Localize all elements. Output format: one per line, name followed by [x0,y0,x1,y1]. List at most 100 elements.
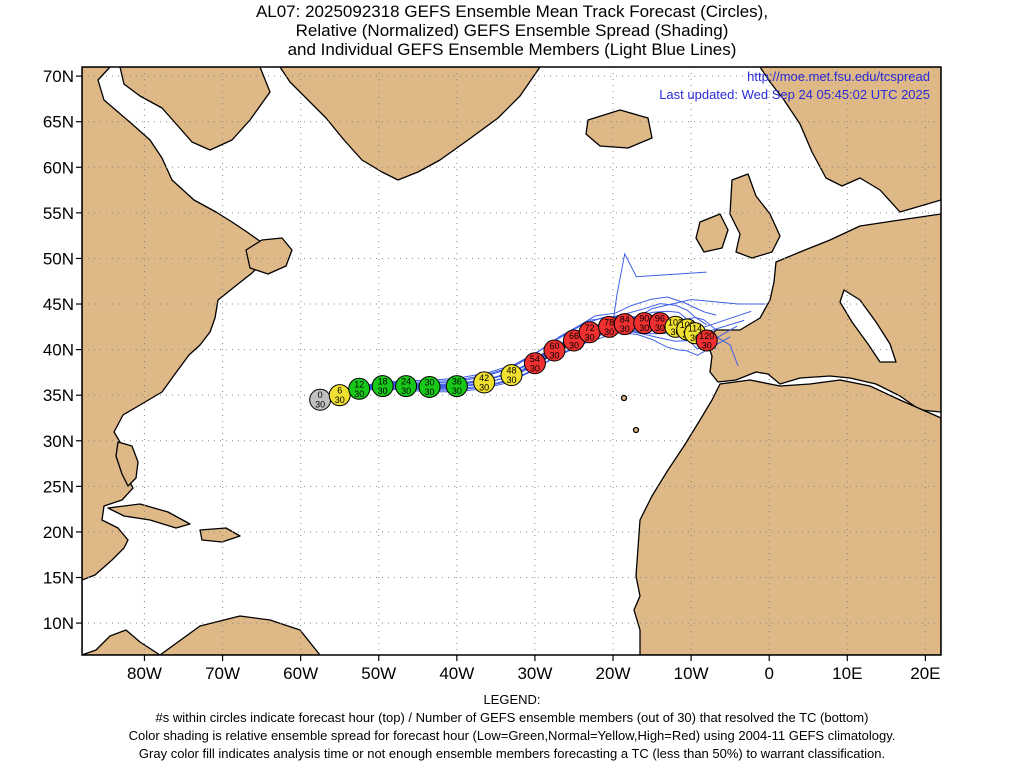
hispaniola [199,527,241,543]
map-frame [81,66,942,656]
member-count: 30 [549,351,559,361]
graticule [82,67,941,655]
lat-tick-label: 60N [43,158,74,177]
forecast-hour: 72 [585,323,595,333]
lon-tick-label: 30W [517,664,552,683]
ensemble-member-line [612,252,707,323]
canary-island [632,426,640,434]
ensemble-mean-track: 0306301230183024303030363042304830543060… [309,312,718,411]
track-circle [473,371,496,394]
member-count: 30 [424,387,434,397]
forecast-hour: 84 [620,315,630,325]
track-circle [500,364,523,387]
title-line-3: and Individual GEFS Ensemble Members (Li… [287,40,737,59]
north-america-landmass [82,67,268,655]
legend-line-2: Color shading is relative ensemble sprea… [128,728,896,743]
great-britain [729,173,781,259]
legend-line-1: #s within circles indicate forecast hour… [155,710,869,725]
forecast-hour: 48 [506,366,516,376]
last-updated: Last updated: Wed Sep 24 05:45:02 UTC 20… [659,87,930,102]
italy-peninsula [839,289,897,363]
forecast-hour: 36 [452,377,462,387]
newfoundland [245,237,293,275]
forecast-hour: 18 [378,377,388,387]
africa [633,379,941,655]
lon-tick-label: 70W [205,664,240,683]
legend-heading: LEGEND: [483,692,541,707]
forecast-hour: 96 [655,314,665,324]
lon-tick-label: 0 [764,664,773,683]
lat-tick-label: 50N [43,249,74,268]
lat-tick-label: 30N [43,432,74,451]
forecast-hour: 6 [337,386,342,396]
member-count: 30 [479,382,489,392]
member-count: 30 [604,327,614,337]
forecast-hour: 90 [639,314,649,324]
member-count: 30 [335,395,345,405]
forecast-hour: 24 [401,377,411,387]
forecast-hour: 42 [479,373,489,383]
member-count: 30 [702,340,712,350]
lat-tick-label: 40N [43,341,74,360]
lat-tick-label: 45N [43,295,74,314]
lon-tick-label: 60W [283,664,318,683]
member-count: 30 [690,333,700,343]
track-circle [523,352,546,375]
lat-tick-label: 10N [43,614,74,633]
lon-tick-label: 40W [439,664,474,683]
forecast-hour: 12 [354,379,364,389]
track-circle [418,375,441,398]
greenland [279,67,541,181]
ireland [695,213,729,253]
south-america [159,615,321,655]
member-count: 30 [378,386,388,396]
track-circle [695,329,718,352]
lon-tick-label: 20E [910,664,940,683]
member-count: 30 [506,375,516,385]
source-url[interactable]: http://moe.met.fsu.edu/tcspread [747,69,930,84]
lon-tick-label: 10E [832,664,862,683]
lat-tick-label: 15N [43,569,74,588]
axis-ticks: 80W 70W 60W 50W 40W 30W 20W 10W 0 10E 20E 70N 65N 60N… [43,67,941,683]
legend-line-3: Gray color fill indicates analysis time … [138,746,886,761]
iceland [585,109,653,149]
track-circle [543,339,566,362]
lat-tick-label: 20N [43,523,74,542]
lat-tick-label: 25N [43,477,74,496]
title-line-2: Relative (Normalized) GEFS Ensemble Spre… [295,21,729,40]
member-count: 30 [530,363,540,373]
florida-peninsula [115,441,139,487]
forecast-hour: 78 [604,317,614,327]
forecast-hour: 66 [569,331,579,341]
forecast-hour: 120 [699,331,714,341]
member-count: 30 [354,389,364,399]
lon-tick-label: 80W [127,664,162,683]
member-count: 30 [639,323,649,333]
track-point: 630 [328,384,351,407]
baffin-island [119,67,271,151]
forecast-hour: 108 [680,320,695,330]
lat-tick-label: 55N [43,204,74,223]
lon-tick-label: 10W [674,664,709,683]
forecast-hour: 114 [688,324,702,334]
track-circle [445,375,468,398]
lat-tick-label: 65N [43,113,74,132]
lon-tick-label: 20W [596,664,631,683]
member-count: 30 [670,327,680,337]
lat-tick-label: 70N [43,67,74,86]
member-count: 30 [620,324,630,334]
member-count: 30 [452,386,462,396]
track-circle [395,375,418,398]
